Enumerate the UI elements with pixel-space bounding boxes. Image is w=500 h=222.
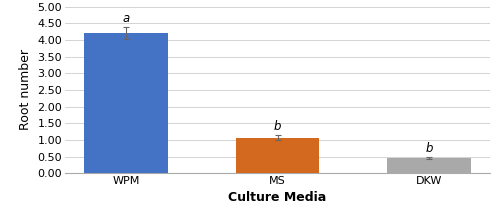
Bar [84,33,168,173]
Bar [236,138,319,173]
Text: a: a [122,12,130,25]
Y-axis label: Root number: Root number [19,50,32,130]
Bar [388,158,470,173]
X-axis label: Culture Media: Culture Media [228,192,326,204]
Text: b: b [274,120,281,133]
Text: b: b [426,142,433,155]
